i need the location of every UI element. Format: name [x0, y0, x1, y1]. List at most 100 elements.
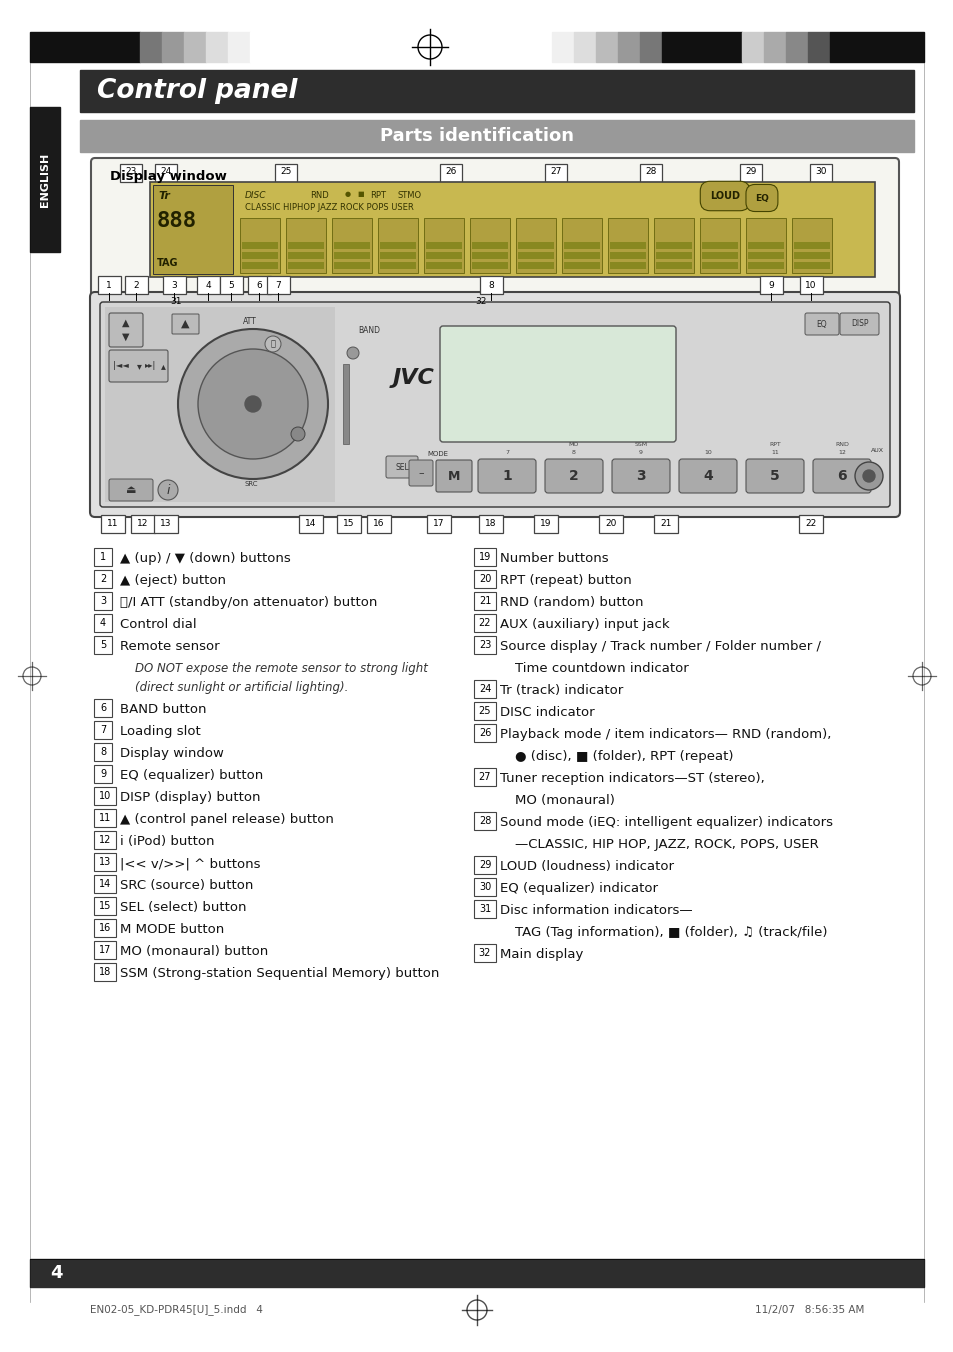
Bar — [747, 242, 783, 249]
Text: LOUD (loudness) indicator: LOUD (loudness) indicator — [499, 860, 673, 873]
FancyBboxPatch shape — [94, 699, 112, 717]
Text: 15: 15 — [99, 900, 112, 911]
Bar — [30, 1259, 923, 1287]
Text: EQ (equalizer) indicator: EQ (equalizer) indicator — [499, 882, 658, 895]
Bar — [609, 242, 645, 249]
Bar — [563, 262, 599, 269]
Bar — [700, 218, 740, 273]
Text: 23: 23 — [478, 639, 491, 650]
Text: EN02-05_KD-PDR45[U]_5.indd   4: EN02-05_KD-PDR45[U]_5.indd 4 — [90, 1305, 263, 1315]
FancyBboxPatch shape — [439, 164, 461, 183]
Text: 27: 27 — [478, 772, 491, 781]
Text: Number buttons: Number buttons — [499, 552, 608, 565]
Text: SEL (select) button: SEL (select) button — [120, 900, 246, 914]
Text: Playback mode / item indicators— RND (random),: Playback mode / item indicators— RND (ra… — [499, 727, 830, 741]
Text: 2: 2 — [569, 469, 578, 483]
Text: EQ: EQ — [816, 319, 826, 329]
Text: LOUD: LOUD — [709, 191, 740, 201]
Bar — [334, 262, 370, 269]
Text: TAG: TAG — [157, 258, 178, 268]
Text: RPT: RPT — [768, 442, 781, 446]
Text: DISC: DISC — [245, 192, 266, 200]
Bar — [516, 218, 556, 273]
Text: 20: 20 — [478, 575, 491, 584]
Bar — [793, 251, 829, 260]
Text: ▲: ▲ — [180, 319, 189, 329]
Text: 5: 5 — [228, 280, 233, 289]
Text: 21: 21 — [659, 519, 671, 529]
Text: 32: 32 — [475, 297, 486, 307]
FancyBboxPatch shape — [94, 941, 116, 959]
Bar — [654, 218, 693, 273]
Text: EQ: EQ — [754, 193, 768, 203]
FancyBboxPatch shape — [800, 276, 822, 293]
Text: RND (random) button: RND (random) button — [499, 596, 643, 608]
Text: 27: 27 — [550, 168, 561, 177]
Text: Tr: Tr — [158, 191, 170, 201]
Bar — [517, 242, 554, 249]
FancyBboxPatch shape — [474, 877, 496, 896]
Text: 1: 1 — [106, 280, 112, 289]
Bar — [701, 262, 738, 269]
FancyBboxPatch shape — [436, 460, 472, 492]
Text: ATT: ATT — [243, 316, 256, 326]
Text: 2: 2 — [133, 280, 139, 289]
FancyBboxPatch shape — [248, 276, 271, 293]
Bar — [656, 242, 691, 249]
Text: Display window: Display window — [120, 748, 224, 760]
Text: 11: 11 — [107, 519, 118, 529]
Text: 23: 23 — [125, 168, 136, 177]
Bar — [656, 251, 691, 260]
Bar — [552, 32, 574, 62]
Text: 9: 9 — [639, 449, 642, 454]
FancyBboxPatch shape — [94, 875, 116, 894]
Bar — [472, 242, 507, 249]
FancyBboxPatch shape — [94, 853, 116, 871]
Bar — [288, 262, 324, 269]
FancyBboxPatch shape — [298, 515, 323, 533]
Text: 7: 7 — [274, 280, 280, 289]
Text: MO (monaural): MO (monaural) — [515, 794, 615, 807]
Text: 26: 26 — [478, 727, 491, 738]
Text: BAND button: BAND button — [120, 703, 206, 717]
Bar — [228, 32, 250, 62]
Text: 5: 5 — [769, 469, 779, 483]
FancyBboxPatch shape — [100, 301, 889, 507]
FancyBboxPatch shape — [474, 702, 496, 721]
FancyBboxPatch shape — [98, 276, 121, 293]
FancyBboxPatch shape — [474, 592, 496, 610]
Text: ENGLISH: ENGLISH — [40, 153, 50, 207]
FancyBboxPatch shape — [474, 944, 496, 963]
Bar — [242, 251, 277, 260]
FancyBboxPatch shape — [534, 515, 558, 533]
Circle shape — [158, 480, 178, 500]
Bar — [286, 218, 326, 273]
Text: ⏻/I ATT (standby/on attenuator) button: ⏻/I ATT (standby/on attenuator) button — [120, 596, 377, 608]
Circle shape — [265, 337, 281, 352]
Text: 11: 11 — [770, 449, 778, 454]
Circle shape — [198, 349, 308, 458]
FancyBboxPatch shape — [427, 515, 451, 533]
Text: RPT: RPT — [370, 192, 386, 200]
Bar — [745, 218, 785, 273]
Bar — [426, 251, 461, 260]
Text: 9: 9 — [767, 280, 773, 289]
Bar — [140, 32, 162, 62]
Text: TAG (Tag information), ■ (folder), ♫ (track/file): TAG (Tag information), ■ (folder), ♫ (tr… — [515, 926, 826, 940]
FancyBboxPatch shape — [120, 164, 142, 183]
Bar — [426, 242, 461, 249]
Bar — [80, 70, 913, 112]
Bar — [609, 251, 645, 260]
Text: ▴: ▴ — [160, 361, 165, 370]
FancyBboxPatch shape — [745, 458, 803, 493]
Bar — [618, 32, 639, 62]
Bar — [807, 32, 829, 62]
Bar — [272, 32, 315, 62]
Text: JVC: JVC — [393, 368, 435, 388]
FancyBboxPatch shape — [94, 787, 116, 804]
Text: 13: 13 — [160, 519, 172, 529]
Text: 19: 19 — [478, 552, 491, 562]
FancyBboxPatch shape — [804, 314, 838, 335]
Bar — [517, 262, 554, 269]
Bar — [563, 242, 599, 249]
